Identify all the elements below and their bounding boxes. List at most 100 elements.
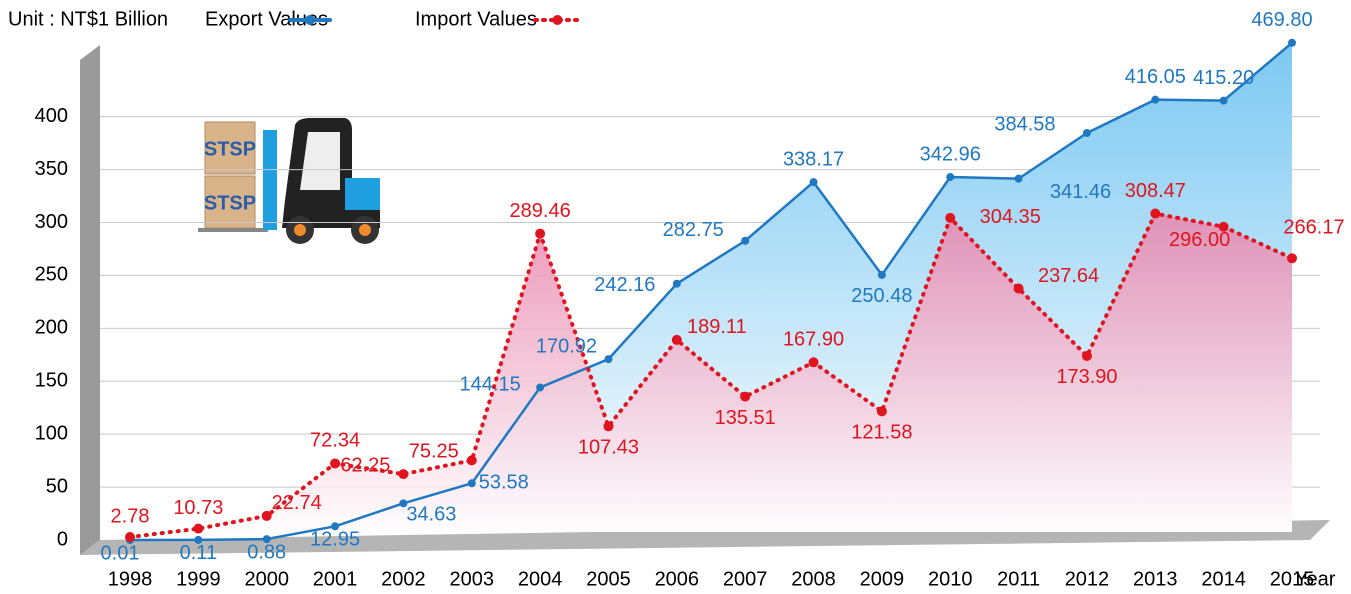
- y-tick-label: 100: [35, 422, 68, 444]
- data-point: [1013, 283, 1024, 294]
- data-label: 121.58: [851, 422, 912, 444]
- data-label: 0.88: [247, 541, 286, 563]
- data-point: [876, 406, 887, 417]
- data-point: [398, 469, 409, 480]
- data-point: [261, 510, 272, 521]
- x-axis-label: Year: [1295, 568, 1336, 590]
- y-tick-label: 250: [35, 264, 68, 286]
- data-point: [1150, 208, 1161, 219]
- data-label: 308.47: [1125, 180, 1186, 202]
- data-point: [946, 173, 955, 182]
- data-label: 341.46: [1050, 181, 1111, 203]
- x-tick-label: 2007: [723, 568, 768, 590]
- x-tick-label: 2004: [518, 568, 563, 590]
- data-label: 237.64: [1038, 265, 1099, 287]
- data-point: [1218, 221, 1229, 232]
- forklift-icon: STSP STSP: [198, 118, 380, 244]
- x-tick-label: 2002: [381, 568, 426, 590]
- y-tick-label: 0: [57, 528, 68, 550]
- y-tick-label: 300: [35, 211, 68, 233]
- data-label: 342.96: [920, 143, 981, 165]
- data-point: [945, 212, 956, 223]
- data-label: 107.43: [578, 437, 639, 459]
- data-point: [536, 383, 545, 392]
- x-tick-label: 2012: [1065, 568, 1110, 590]
- box-label: STSP: [204, 138, 256, 160]
- data-point: [399, 499, 408, 508]
- data-label: 10.73: [173, 497, 223, 519]
- data-point: [1287, 253, 1297, 264]
- data-point: [1219, 96, 1228, 105]
- data-label: 62.25: [340, 454, 390, 476]
- unit-label: Unit : NT$1 Billion: [8, 8, 168, 30]
- data-point: [194, 535, 203, 544]
- data-point: [331, 522, 340, 531]
- y-tick-label: 150: [35, 370, 68, 392]
- data-point: [809, 178, 818, 187]
- data-label: 135.51: [715, 407, 776, 429]
- data-point: [466, 455, 477, 466]
- data-label: 34.63: [406, 504, 456, 526]
- data-label: 415.20: [1193, 67, 1254, 89]
- x-tick-label: 2014: [1201, 568, 1246, 590]
- data-point: [1288, 38, 1296, 47]
- data-label: 296.00: [1169, 229, 1230, 251]
- data-label: 167.90: [783, 329, 844, 351]
- y-tick-label: 50: [46, 475, 68, 497]
- data-point: [1082, 128, 1091, 137]
- data-label: 53.58: [479, 472, 529, 494]
- data-label: 384.58: [994, 113, 1055, 135]
- data-point: [125, 532, 135, 543]
- data-point: [671, 334, 682, 345]
- y-tick-label: 400: [35, 105, 68, 127]
- x-tick-label: 2006: [655, 568, 700, 590]
- data-label: 0.11: [180, 542, 217, 564]
- line: [128, 41, 1294, 542]
- legend-label: Export Values: [205, 8, 328, 30]
- x-tick-label: 2003: [450, 568, 495, 590]
- data-label: 304.35: [980, 206, 1041, 228]
- x-tick-label: 2008: [791, 568, 836, 590]
- data-point: [467, 479, 476, 488]
- legend-dot: [305, 15, 315, 25]
- data-point: [808, 357, 819, 368]
- data-point: [603, 421, 614, 432]
- data-label: 338.17: [783, 148, 844, 170]
- data-label: 189.11: [687, 316, 747, 338]
- data-point: [740, 391, 751, 402]
- data-point: [604, 355, 613, 364]
- x-tick-label: 2011: [997, 568, 1040, 590]
- data-label: 250.48: [851, 285, 912, 307]
- data-point: [330, 458, 341, 469]
- data-point: [262, 535, 271, 544]
- x-tick-label: 2001: [313, 568, 358, 590]
- legend-dot: [552, 15, 563, 25]
- legend-label: Import Values: [415, 8, 537, 30]
- x-tick-label: 2010: [928, 568, 973, 590]
- data-label: 2.78: [111, 505, 150, 527]
- data-point: [535, 228, 546, 239]
- data-label: 144.15: [460, 374, 521, 396]
- x-tick-label: 1998: [108, 568, 153, 590]
- data-label: 416.05: [1125, 66, 1186, 88]
- data-label: 22.74: [272, 492, 322, 514]
- line: [128, 211, 1294, 540]
- data-label: 282.75: [663, 219, 724, 241]
- data-label: 72.34: [310, 430, 360, 452]
- data-label: 75.25: [409, 441, 459, 463]
- x-tick-label: 1999: [176, 568, 221, 590]
- data-point: [193, 523, 204, 534]
- data-label: 0.01: [101, 542, 140, 564]
- y-tick-label: 200: [35, 317, 68, 339]
- data-label: 170.92: [536, 335, 597, 357]
- data-point: [672, 279, 681, 288]
- data-point: [1014, 174, 1023, 183]
- data-point: [741, 236, 750, 245]
- data-point: [1081, 350, 1092, 361]
- y-tick-label: 350: [35, 158, 68, 180]
- x-tick-label: 2000: [244, 568, 289, 590]
- data-label: 173.90: [1056, 366, 1117, 388]
- data-point: [1151, 95, 1160, 104]
- data-label: 12.95: [310, 529, 360, 551]
